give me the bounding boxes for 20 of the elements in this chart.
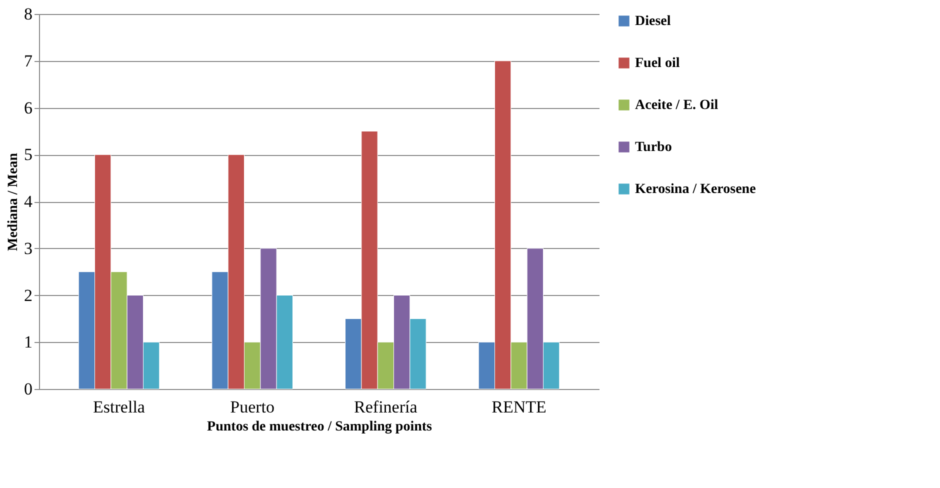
legend-label: Diesel (635, 14, 671, 29)
y-tick-label: 0 (24, 380, 32, 398)
y-tick-label: 4 (24, 192, 33, 211)
y-tick-label: 8 (24, 4, 32, 24)
x-axis-title: Puntos de muestreo / Sampling points (207, 420, 433, 434)
y-tick-label: 5 (24, 145, 32, 164)
y-tick-label: 3 (24, 238, 32, 258)
legend-label: Turbo (635, 140, 672, 155)
y-axis-title: Mediana / Mean (6, 152, 21, 251)
x-tick-label: RENTE (492, 398, 546, 416)
x-tick-label: Estrella (93, 398, 146, 416)
x-tick-label: Refinería (354, 398, 418, 416)
x-tick-label: Puerto (230, 398, 275, 416)
legend-label: Kerosina / Kerosene (635, 182, 756, 197)
y-tick-label: 1 (24, 332, 32, 352)
y-tick-label: 6 (24, 98, 32, 118)
y-tick-label: 2 (24, 286, 32, 305)
y-tick-label: 7 (24, 51, 33, 70)
legend-label: Fuel oil (635, 56, 680, 71)
legend-label: Aceite / E. Oil (635, 98, 718, 113)
